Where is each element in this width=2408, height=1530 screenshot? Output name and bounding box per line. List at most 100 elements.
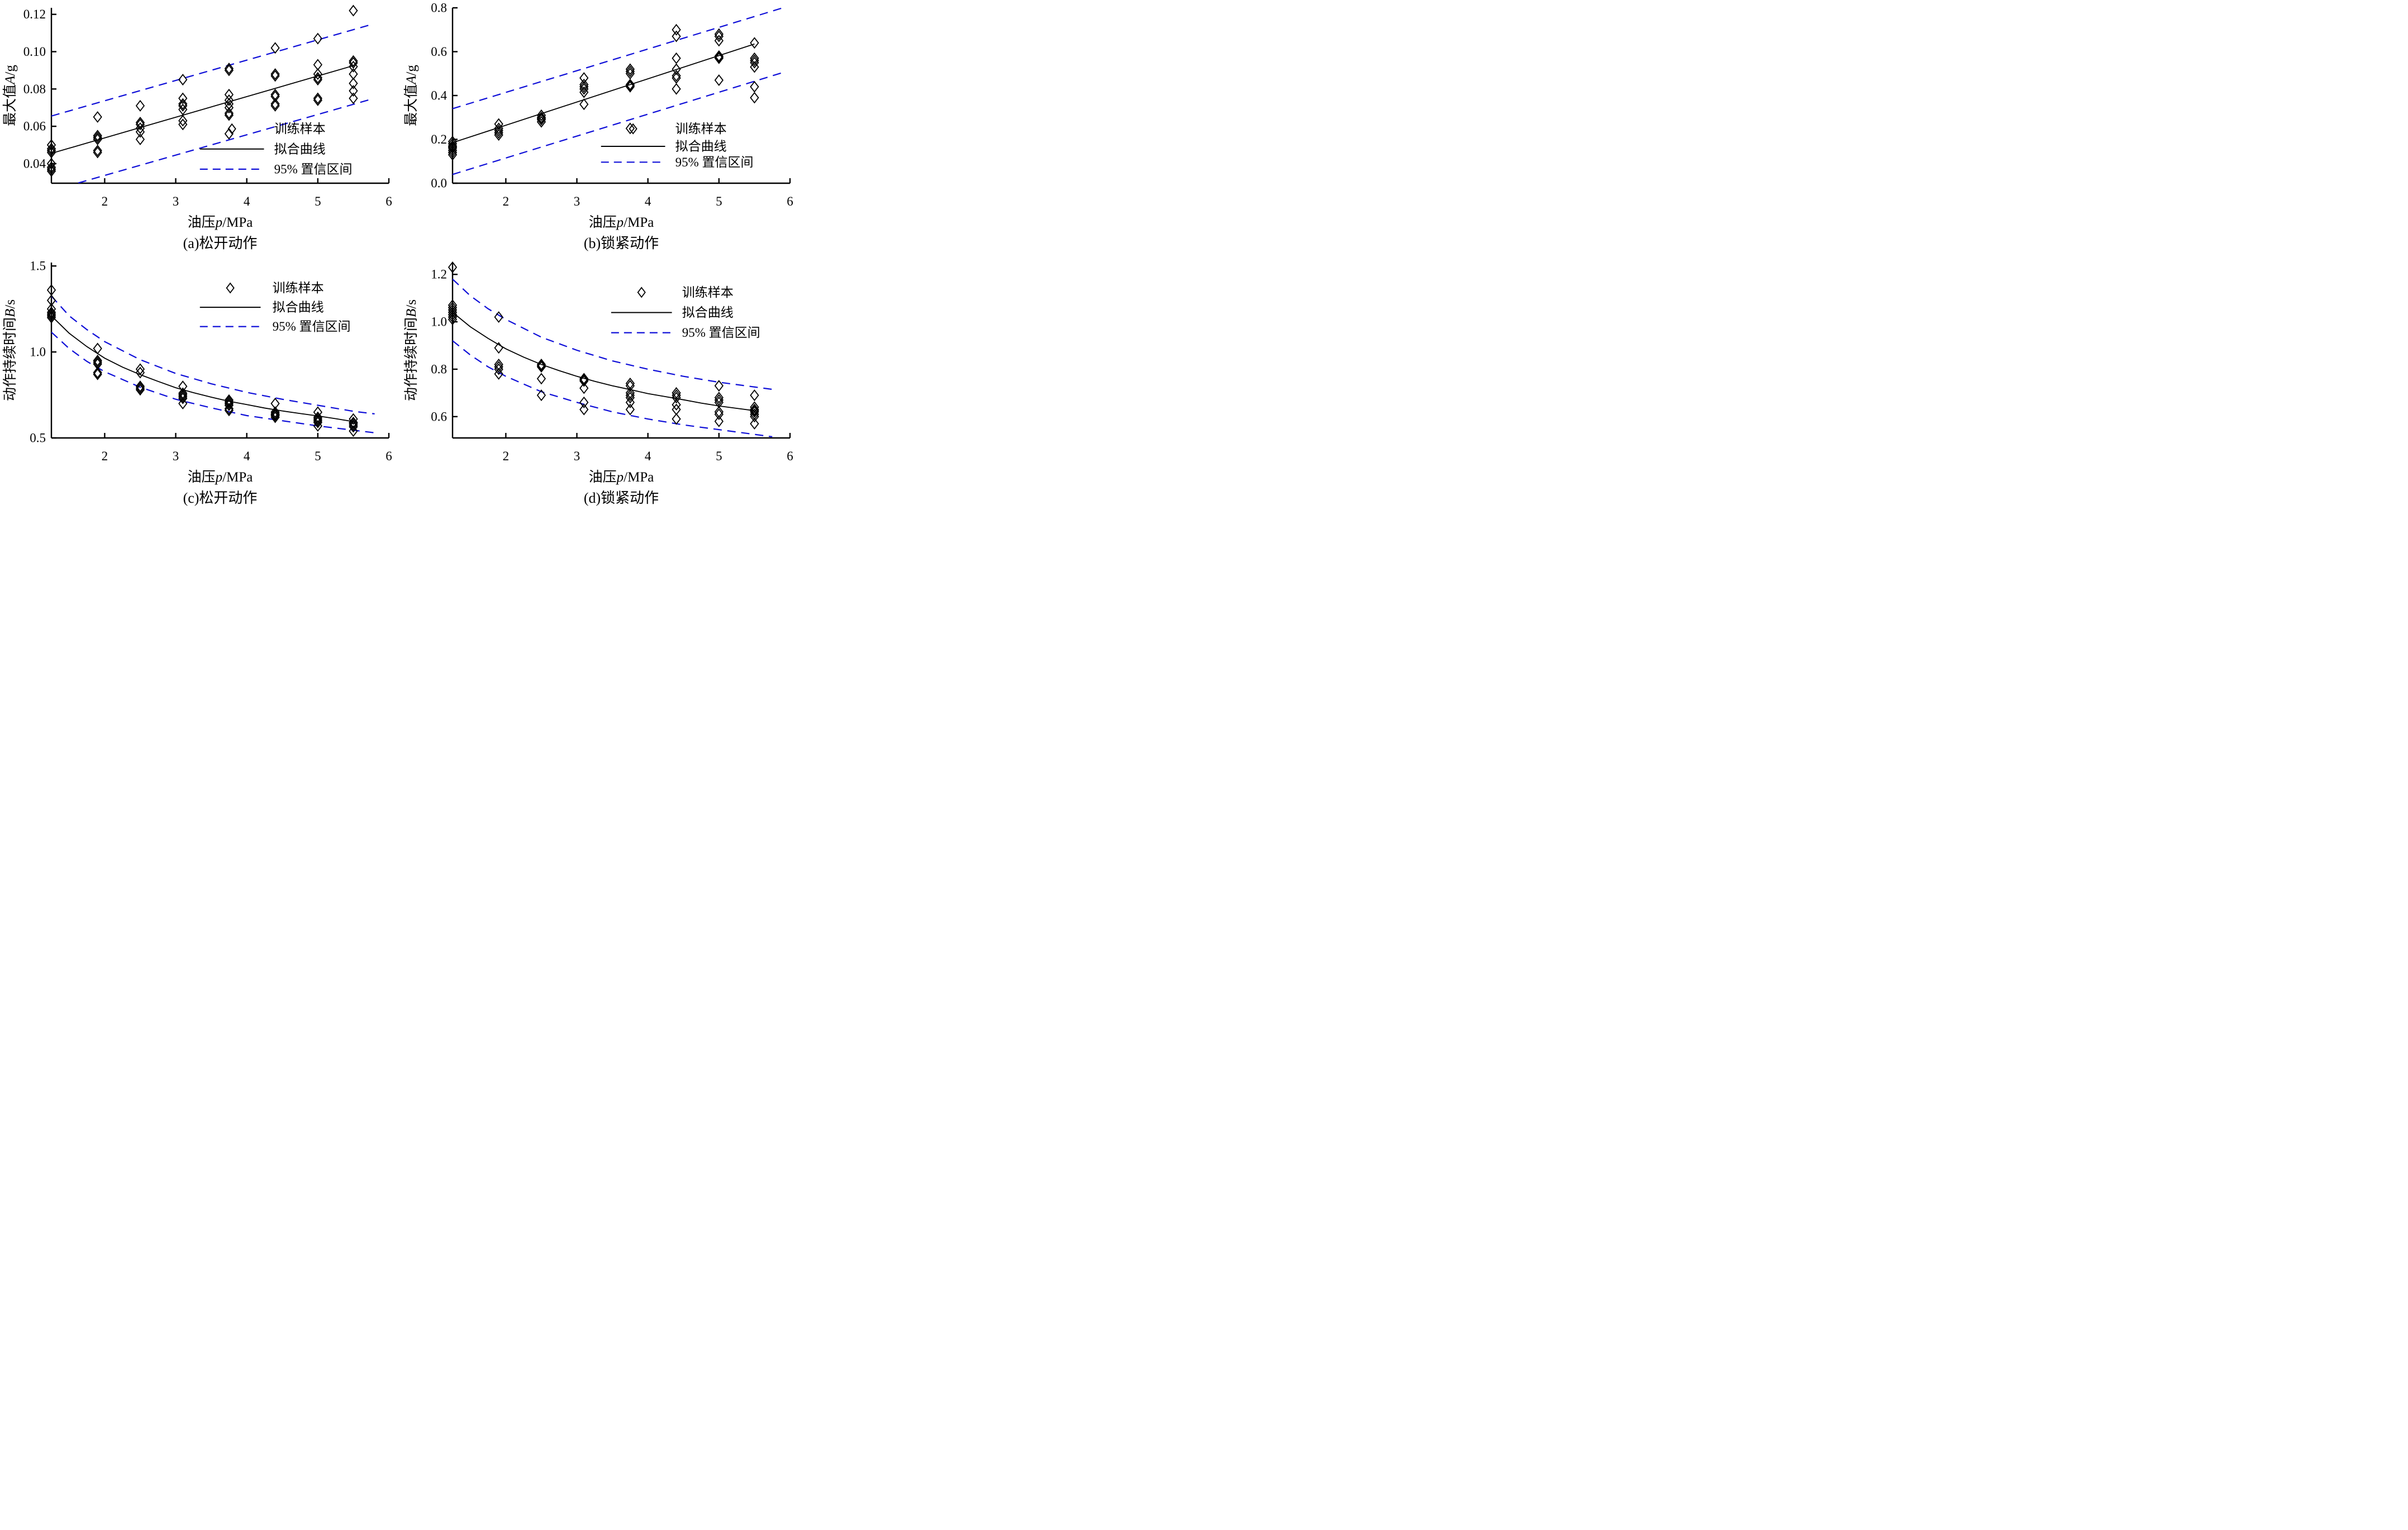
sample-point (135, 380, 145, 393)
y-tick-label: 1.0 (431, 315, 447, 329)
sample-point (536, 358, 546, 370)
sample-point (224, 63, 234, 75)
sample-point (178, 98, 188, 110)
sample-point (536, 111, 546, 123)
y-tick-label: 0.5 (30, 431, 46, 445)
panel-caption: (d)锁紧动作 (584, 490, 659, 506)
sample-point (494, 125, 503, 137)
sample-point (672, 413, 681, 425)
sample-point (93, 134, 102, 145)
sample-point (270, 406, 280, 418)
sample-point (349, 413, 358, 425)
sample-point (224, 94, 234, 106)
x-tick-label: 3 (173, 449, 179, 463)
x-tick-label: 2 (102, 449, 108, 463)
sample-point (672, 392, 681, 404)
sample-point (46, 145, 56, 157)
sample-point (448, 135, 458, 147)
sample-point (224, 395, 234, 408)
ci-upper-line (453, 278, 773, 390)
sample-point (625, 63, 635, 75)
sample-point (46, 309, 56, 322)
sample-point (494, 122, 503, 135)
sample-point (313, 413, 322, 425)
sample-point (224, 404, 234, 417)
sample-point (46, 303, 56, 315)
x-tick-label: 5 (315, 194, 321, 208)
axes (451, 7, 791, 184)
sample-point (750, 92, 759, 104)
x-tick-label: 5 (716, 449, 722, 463)
sample-point (135, 118, 145, 131)
ci-lower-line (453, 340, 773, 437)
sample-point (625, 78, 635, 90)
sample-point (224, 109, 234, 121)
sample-point (178, 392, 188, 404)
sample-point (750, 54, 759, 66)
x-axis-title: 油压p/MPa (188, 215, 253, 230)
panel-caption: (c)松开动作 (183, 490, 258, 506)
x-tick-label: 6 (787, 194, 793, 208)
sample-point (448, 149, 458, 161)
sample-point (178, 118, 188, 131)
sample-point (672, 399, 681, 411)
sample-point (313, 72, 322, 84)
y-tick-label: 0.06 (23, 120, 46, 134)
sample-point (579, 78, 589, 90)
sample-point (625, 68, 635, 80)
x-tick-label: 2 (503, 194, 510, 208)
sample-point (93, 368, 102, 380)
ci-upper-line (453, 7, 783, 109)
sample-point (536, 360, 546, 372)
sample-point (93, 130, 102, 142)
legend-label: 训练样本 (273, 281, 324, 295)
sample-point (536, 361, 546, 373)
y-tick-label: 1.2 (431, 268, 447, 282)
sample-point (93, 342, 102, 355)
sample-point (579, 80, 589, 93)
sample-point (349, 4, 358, 17)
sample-point (448, 261, 458, 273)
legend-label: 95% 置信区间 (274, 162, 353, 176)
sample-point (178, 74, 188, 86)
fit-line (453, 312, 755, 412)
sample-point (536, 109, 546, 121)
sample-point (313, 74, 322, 86)
sample-point (579, 375, 589, 387)
sample-point (625, 389, 635, 402)
sample-point (579, 86, 589, 98)
sample-point (672, 63, 681, 75)
x-tick-label: 4 (244, 194, 250, 208)
sample-point (536, 373, 546, 385)
sample-point (494, 118, 503, 130)
sample-point (448, 137, 458, 150)
sample-point (672, 23, 681, 36)
sample-point (93, 145, 102, 157)
fit-line (453, 43, 755, 144)
x-tick-label: 3 (574, 449, 580, 463)
panel-b: 2 3 4 5 6 0.0 0.2 0.4 0.6 0.8 训练样本 拟合曲线 95% 置信区间 油压p/… (401, 0, 802, 255)
sample-point (224, 403, 234, 415)
sample-point (494, 363, 503, 375)
sample-point (714, 51, 724, 63)
x-tick-label: 6 (386, 449, 392, 463)
sample-point (135, 384, 145, 396)
tick-labels: 2 3 4 5 6 0.6 0.8 1.0 1.2 (431, 268, 793, 463)
sample-point (579, 382, 589, 394)
y-tick-label: 1.5 (30, 259, 46, 273)
sample-point (448, 140, 458, 152)
legend-label: 拟合曲线 (675, 140, 727, 154)
sample-point (178, 99, 188, 112)
sample-point (494, 368, 503, 380)
sample-point (93, 111, 102, 123)
sample-point (178, 103, 188, 116)
sample-point (135, 122, 145, 134)
y-tick-label: 0.6 (431, 409, 447, 423)
x-axis-title: 油压p/MPa (589, 215, 654, 230)
sample-point (672, 30, 681, 42)
legend-sample-marker-icon (637, 287, 646, 298)
sample-points (46, 284, 358, 437)
sample-point (46, 163, 56, 175)
sample-point (313, 68, 322, 80)
